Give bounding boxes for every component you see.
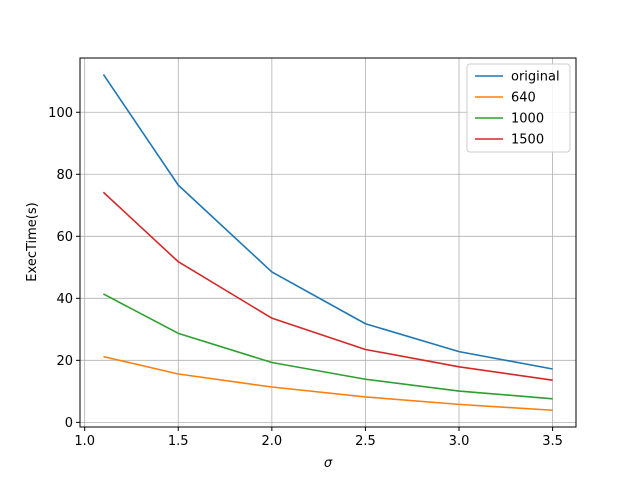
y-tick-label: 40: [56, 292, 73, 307]
series-line-1000: [103, 293, 553, 400]
y-tick-label: 20: [56, 354, 73, 369]
y-axis-label: ExecTime(s): [25, 202, 40, 281]
x-tick-label: 1.5: [168, 434, 189, 449]
x-tick-label: 3.0: [449, 434, 470, 449]
legend-label-original: original: [511, 70, 560, 85]
series-lines: [102, 73, 553, 412]
x-tick-label: 1.0: [74, 434, 95, 449]
x-tick-label: 3.5: [542, 434, 563, 449]
legend-label-640: 640: [511, 91, 536, 106]
legend-label-1000: 1000: [511, 112, 544, 127]
grid: [80, 58, 576, 427]
series-line-1500: [102, 191, 553, 381]
legend: original 640 1000 1500: [466, 63, 571, 153]
y-tick-label: 80: [56, 168, 73, 183]
x-tick-label: 2.0: [262, 434, 283, 449]
series-line-640: [103, 355, 553, 412]
x-axis-label: σ: [324, 456, 333, 471]
legend-label-1500: 1500: [511, 133, 544, 148]
y-tick-label: 0: [65, 416, 73, 431]
plot-area-frame: [79, 57, 577, 428]
series-line-original: [102, 73, 553, 370]
legend-box: [466, 63, 571, 153]
y-tick-label: 100: [48, 106, 73, 121]
y-tick-label: 60: [56, 230, 73, 245]
axis-ticks: 1.0 1.5 2.0 2.5 3.0 3.5 0 20 40 60 80 100: [48, 106, 563, 449]
x-tick-label: 2.5: [355, 434, 376, 449]
